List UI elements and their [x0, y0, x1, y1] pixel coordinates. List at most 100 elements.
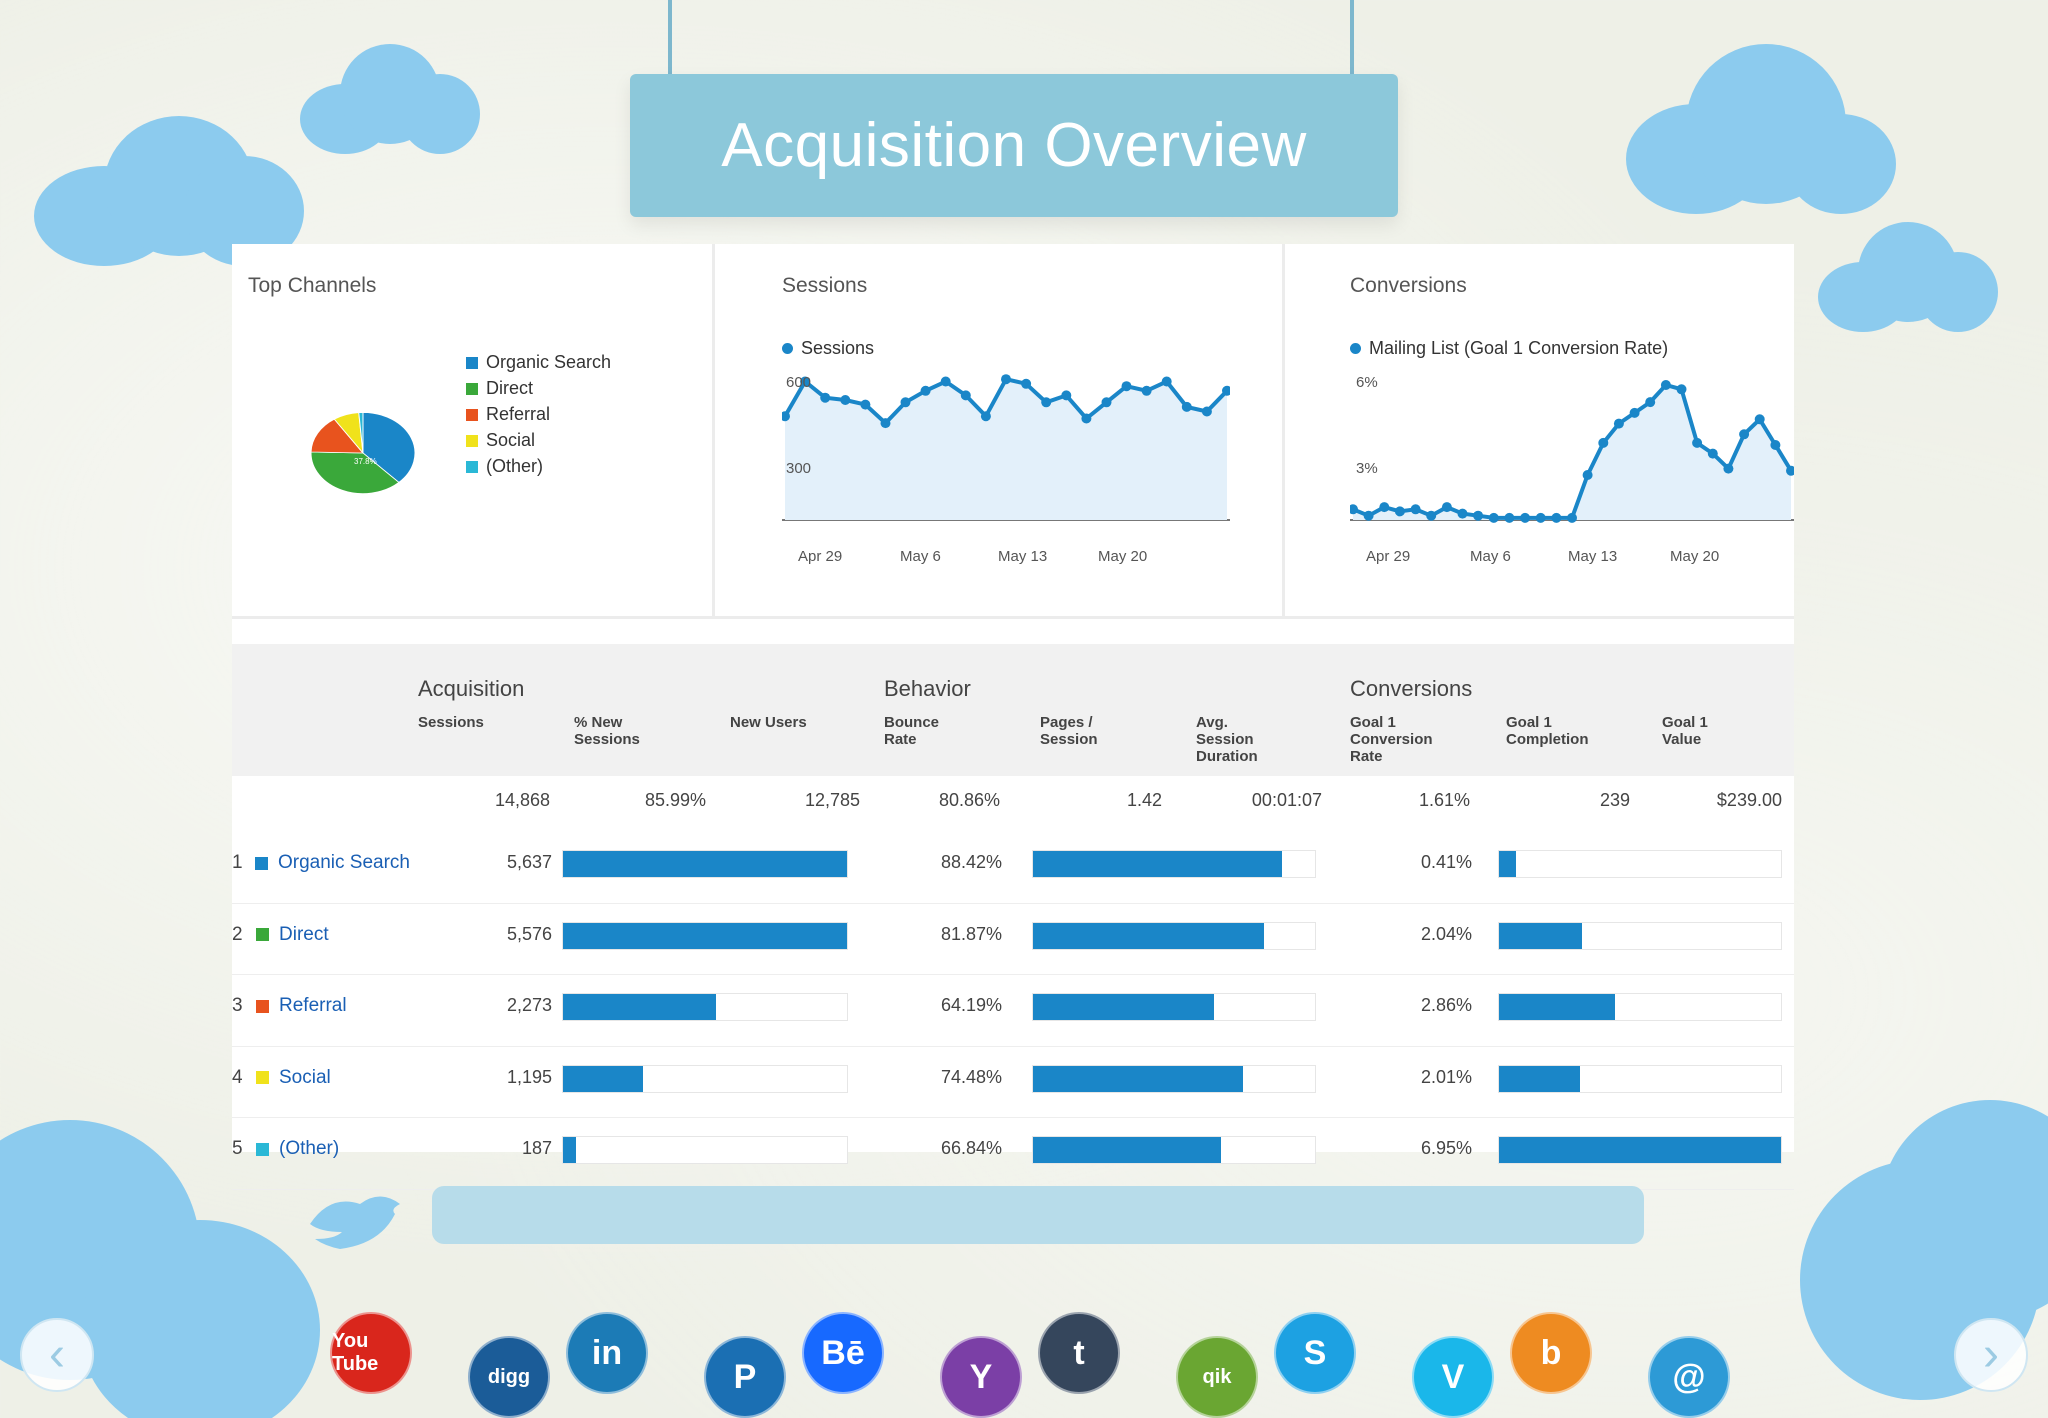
icon-glyph: qik [1202, 1365, 1232, 1388]
data-point[interactable] [1786, 465, 1794, 476]
data-point[interactable] [980, 411, 991, 422]
tumblr-icon[interactable]: t [1038, 1312, 1120, 1394]
card-divider-1 [712, 244, 715, 616]
sessions-x-tick-4: May 20 [1098, 548, 1148, 565]
data-point[interactable] [1535, 512, 1546, 523]
behance-icon[interactable]: Bē [802, 1312, 884, 1394]
row-swatch [256, 928, 269, 941]
data-point[interactable] [1410, 504, 1421, 515]
pinterest-icon[interactable]: P [704, 1336, 786, 1418]
data-point[interactable] [840, 395, 851, 405]
data-point[interactable] [1350, 504, 1358, 515]
skype-icon[interactable]: S [1274, 1312, 1356, 1394]
row-channel-link[interactable]: 4 Social [232, 1067, 410, 1089]
total-new-users: 12,785 [804, 790, 860, 810]
data-point[interactable] [1141, 385, 1152, 396]
data-point[interactable] [1001, 374, 1011, 385]
data-point[interactable] [1692, 437, 1703, 448]
bar-track-bounce [1032, 850, 1316, 878]
col-new-sessions[interactable]: % New Sessions [574, 714, 640, 748]
data-point[interactable] [1582, 470, 1593, 480]
data-point[interactable] [1457, 508, 1468, 519]
next-slide-button[interactable]: › [1954, 1318, 2028, 1392]
vimeo-icon[interactable]: V [1412, 1336, 1494, 1418]
data-point[interactable] [1201, 406, 1212, 417]
col-value[interactable]: Goal 1 Value [1662, 714, 1708, 748]
data-point[interactable] [880, 418, 891, 429]
digg-icon[interactable]: digg [468, 1336, 550, 1418]
data-point[interactable] [1770, 440, 1781, 450]
data-point[interactable] [1394, 506, 1405, 517]
total-value: $239.00 [1716, 790, 1782, 810]
blogger-icon[interactable]: b [1510, 1312, 1592, 1394]
data-point[interactable] [1473, 510, 1484, 521]
email-icon[interactable]: @ [1648, 1336, 1730, 1418]
group-conversions: Conversions [1350, 676, 1473, 701]
cell-conv: 0.41% [1420, 852, 1472, 872]
data-point[interactable] [1061, 390, 1072, 401]
data-point[interactable] [1121, 381, 1132, 392]
data-point[interactable] [960, 390, 971, 401]
data-point[interactable] [1021, 378, 1032, 389]
data-point[interactable] [1081, 413, 1092, 424]
bar-track-conv [1498, 850, 1782, 878]
data-point[interactable] [1520, 512, 1531, 523]
data-point[interactable] [1645, 397, 1656, 408]
row-channel-link[interactable]: 5 (Other) [232, 1138, 410, 1160]
sessions-y-tick-600: 600 [786, 374, 812, 391]
data-point[interactable] [1723, 463, 1734, 474]
data-point[interactable] [1629, 407, 1640, 418]
data-point[interactable] [860, 399, 871, 410]
data-point[interactable] [1551, 512, 1562, 523]
data-point[interactable] [1379, 502, 1390, 513]
pie-slice-organicsearch [362, 412, 416, 483]
data-point[interactable] [900, 397, 911, 408]
data-point[interactable] [1363, 510, 1374, 521]
data-point[interactable] [1161, 376, 1172, 387]
data-point[interactable] [1441, 502, 1452, 513]
data-point[interactable] [1426, 510, 1437, 521]
data-point[interactable] [920, 385, 931, 396]
data-point[interactable] [1676, 384, 1687, 395]
yahoo-icon[interactable]: Y [940, 1336, 1022, 1418]
icon-glyph: in [591, 1333, 623, 1372]
data-point[interactable] [1598, 437, 1609, 448]
data-point[interactable] [1660, 380, 1671, 390]
table-row: 4 Social 1,195 74.48% 2.01% [232, 1047, 1794, 1118]
row-channel-link[interactable]: 2 Direct [232, 924, 410, 946]
col-sessions[interactable]: Sessions [418, 714, 484, 731]
linkedin-icon[interactable]: in [566, 1312, 648, 1394]
data-point[interactable] [782, 411, 790, 422]
qik-icon[interactable]: qik [1176, 1336, 1258, 1418]
data-point[interactable] [1504, 512, 1515, 523]
bar-track-sessions [562, 850, 848, 878]
bar-fill-sessions [563, 1137, 576, 1163]
data-point[interactable] [1707, 448, 1718, 459]
data-point[interactable] [1222, 385, 1230, 396]
col-conv-rate[interactable]: Goal 1 Conversion Rate [1350, 714, 1433, 765]
prev-slide-button[interactable]: ‹ [20, 1318, 94, 1392]
data-point[interactable] [1101, 397, 1112, 408]
row-channel-link[interactable]: 3 Referral [232, 995, 410, 1017]
data-point[interactable] [1613, 418, 1624, 429]
youtube-icon[interactable]: You Tube [330, 1312, 412, 1394]
data-point[interactable] [1754, 414, 1765, 425]
caption-bar [432, 1186, 1644, 1244]
col-new-users[interactable]: New Users [730, 714, 807, 731]
col-pages-session[interactable]: Pages / Session [1040, 714, 1098, 748]
sessions-x-tick-3: May 13 [998, 548, 1048, 565]
col-bounce-rate[interactable]: Bounce Rate [884, 714, 940, 748]
data-point[interactable] [1567, 512, 1577, 523]
data-point[interactable] [800, 376, 811, 387]
icon-glyph: t [1073, 1333, 1085, 1372]
data-point[interactable] [1041, 397, 1052, 408]
data-point[interactable] [1181, 401, 1192, 412]
data-point[interactable] [940, 376, 951, 387]
data-point[interactable] [820, 392, 831, 403]
row-channel-link[interactable]: 1 Organic Search [232, 852, 410, 874]
data-point[interactable] [1739, 429, 1750, 440]
col-completion[interactable]: Goal 1 Completion [1506, 714, 1589, 748]
icon-glyph: You Tube [332, 1330, 379, 1375]
col-avg-duration[interactable]: Avg. Session Duration [1196, 714, 1258, 765]
data-point[interactable] [1488, 512, 1499, 523]
